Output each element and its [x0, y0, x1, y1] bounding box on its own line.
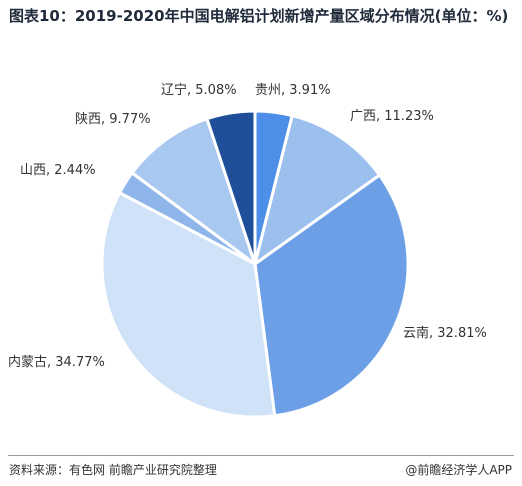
pie-slice-7 [205, 109, 257, 266]
slice-label-4: 内蒙古, 34.77% [8, 354, 105, 370]
footer-divider [8, 455, 514, 456]
source-note: 资料来源：有色网 前瞻产业研究院整理 [9, 463, 217, 477]
slice-label-5: 山西, 2.44% [20, 163, 96, 178]
slice-label-6: 陕西, 9.77% [75, 112, 151, 127]
slice-label-3: 云南, 32.81% [403, 325, 487, 341]
pie-slice-4 [100, 191, 277, 419]
slice-label-2: 广西, 11.23% [350, 109, 434, 124]
slice-label-1: 贵州, 3.91% [255, 83, 331, 98]
pie-slice-3 [253, 173, 410, 418]
chart-title: 图表10：2019-2020年中国电解铝计划新增产量区域分布情况(单位：%) [9, 7, 509, 25]
pie-slice-2 [253, 114, 382, 266]
brand-credit: @前瞻经济学人APP [405, 463, 512, 477]
slice-label-7: 辽宁, 5.08% [161, 82, 237, 98]
pie-slice-6 [130, 117, 257, 266]
